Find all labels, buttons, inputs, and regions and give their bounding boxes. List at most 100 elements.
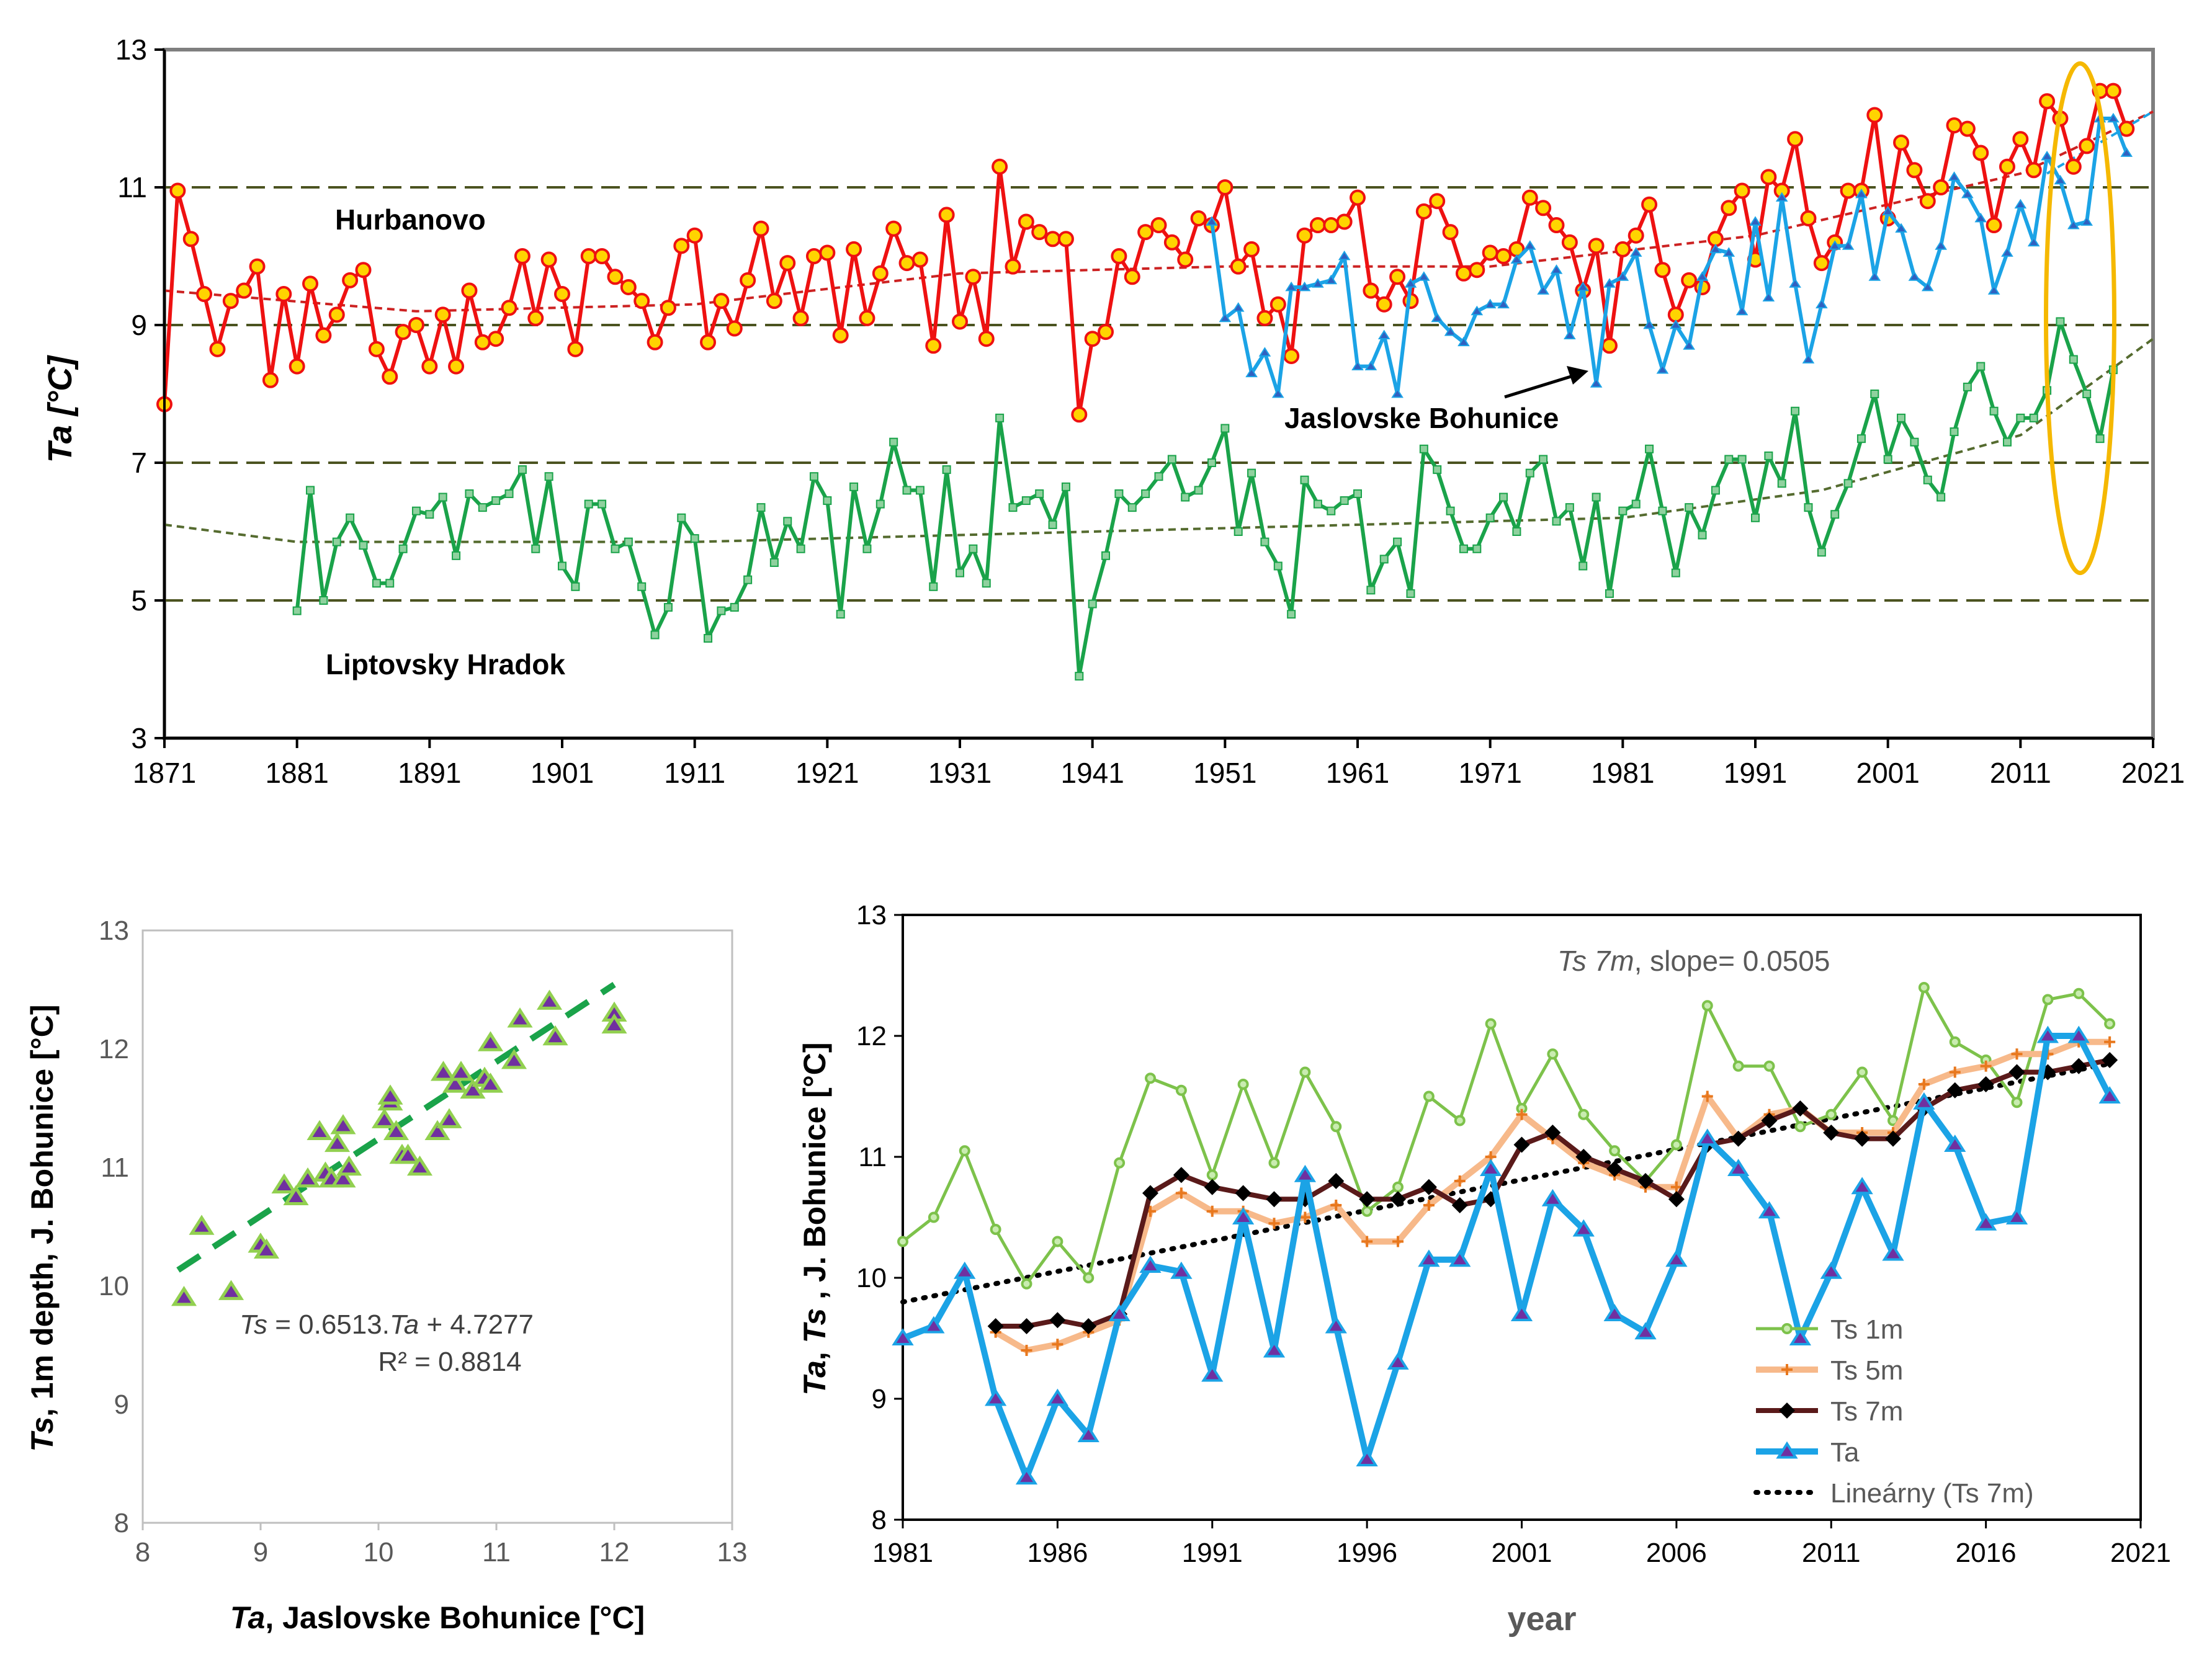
slope-rest: , slope= 0.0505 [1634, 945, 1830, 977]
ts-1m-point [1299, 1066, 1311, 1078]
hurbanovo-point [474, 334, 491, 350]
ts-5m-point [1670, 1181, 1682, 1193]
scatter-point [448, 1061, 474, 1081]
hurbanovo-point [1429, 193, 1446, 210]
jaslovske-bohunice-point [1735, 305, 1749, 316]
jaslovske-bohunice-point [1510, 254, 1523, 264]
top-x-tick-label: 1961 [1326, 757, 1389, 789]
hurbanovo-point [1190, 210, 1207, 226]
hurbanovo-point [1018, 213, 1034, 230]
jaslovske-bohunice-point [1643, 319, 1655, 329]
scatter-point [442, 1072, 468, 1093]
ts-1m-point [1670, 1139, 1682, 1151]
highlight-ellipse [2043, 61, 2116, 576]
liptovsky-hradok-point [875, 499, 885, 509]
scatter-plot-area [141, 929, 733, 1524]
liptovsky-hradok-point [319, 596, 328, 605]
hurbanovo-point [1296, 227, 1313, 244]
scatter-point [424, 1120, 450, 1140]
liptovsky-hradok-point [663, 603, 673, 612]
liptovsky-hradok-point [1035, 489, 1044, 498]
scatter-x-tick-label: 11 [482, 1537, 511, 1567]
liptovsky-hradok-point [1247, 468, 1256, 478]
hurbanovo-point [673, 238, 690, 254]
ts-5m-point [1268, 1218, 1280, 1229]
liptovsky-hradok-point [956, 568, 964, 577]
ts-1m-point [2073, 988, 2085, 999]
top-x-tick-label: 2001 [1856, 757, 1919, 789]
liptovsky-hradok-point [1207, 458, 1216, 467]
hurbanovo-point [1111, 248, 1127, 264]
hurbanovo-point [1071, 406, 1088, 423]
liptovsky-hradok-point [1724, 455, 1734, 464]
hurbanovo-point [1482, 244, 1498, 261]
hurbanovo-point [315, 327, 332, 344]
ts-7m-point [1390, 1191, 1406, 1208]
hurbanovo-point [1230, 258, 1247, 275]
scatter-point [371, 1108, 398, 1128]
top-x-tick-label: 2011 [1990, 757, 2051, 789]
legend-label: Lineárny (Ts 7m) [1830, 1478, 2034, 1509]
hurbanovo-point [1269, 296, 1286, 313]
liptovsky-hradok-point [902, 486, 911, 495]
ts-1m-point [2104, 1018, 2116, 1030]
eq-mid: = 0.6513. [267, 1309, 390, 1340]
liptovsky-hradok-point [558, 561, 566, 571]
hurbanovo-point [753, 220, 769, 237]
ts-x-tick-label: 2021 [2110, 1538, 2171, 1568]
hurbanovo-point [859, 310, 875, 326]
ts-1m-point [1206, 1169, 1218, 1181]
hurbanovo-point [1561, 234, 1578, 251]
jaslovske-bohunice-point [1881, 205, 1894, 216]
jaslovske-bohunice-point [1232, 302, 1245, 312]
liptovsky-hradok-point [2069, 355, 2078, 364]
slope-italic: Ts 7m [1557, 945, 1634, 977]
liptovsky-hradok-point [743, 575, 753, 584]
hurbanovo-point [1323, 217, 1340, 234]
jaslovske-bohunice-point [1656, 364, 1669, 374]
hurbanovo-point [169, 182, 186, 199]
scatter-point [536, 989, 563, 1010]
liptovsky-hradok-point [1088, 599, 1097, 609]
jaslovske-bohunice-point [1471, 305, 1484, 316]
ta-series [892, 1025, 2121, 1485]
hurbanovo-point [766, 293, 782, 310]
hurbanovo-point [1163, 234, 1180, 251]
hurbanovo-point [1005, 258, 1021, 275]
ts-5m-point [2011, 1048, 2023, 1060]
jaslovske-bohunice-point [1537, 285, 1549, 295]
hurbanovo-point [488, 331, 504, 347]
ts-x-axis-label: year [1507, 1600, 1576, 1638]
scatter-y-tick-label: 11 [101, 1153, 129, 1183]
ts-1m-point [1701, 1000, 1713, 1012]
jaslovske-label: Jaslovske Bohunice [1284, 402, 1559, 434]
liptovsky-hradok-point [769, 558, 779, 567]
ts-7m-point [1328, 1173, 1345, 1189]
ts-x-tick-label: 1986 [1027, 1538, 1088, 1568]
top-axes: 1871 1881 1891 1901 1911 1921 1931 1941 1951 1961… [115, 33, 2185, 789]
ts-y-label-ta: Ta [797, 1360, 832, 1396]
top-x-tick-label: 1991 [1724, 757, 1787, 789]
hurbanovo-point [1243, 241, 1260, 257]
liptovsky-hradok-point [1605, 589, 1614, 598]
scatter-point [430, 1061, 457, 1081]
liptovsky-hradok-point [942, 465, 951, 475]
liptovsky-hradok-point [1075, 672, 1084, 681]
hurbanovo-point [1933, 179, 1950, 195]
ts-y-axis-label: Ta, Ts , J. Bohunice [°C] [797, 1042, 832, 1395]
ts-y-label-mid: , [797, 1343, 832, 1360]
liptovsky-hradok-point [1127, 503, 1137, 512]
jaslovske-bohunice-point [1458, 336, 1470, 347]
ts-5m-point [1423, 1200, 1435, 1211]
jaslovske-bohunice-point [1908, 271, 1921, 281]
scatter-point [395, 1143, 421, 1164]
top-reference-lines [164, 186, 2153, 602]
ts-x-tick-label: 1991 [1182, 1538, 1243, 1568]
liptovsky-hradok-point [1313, 499, 1322, 509]
hurbanovo-point [898, 255, 915, 272]
ts-1m-point [1114, 1157, 1126, 1169]
ta-point [1387, 1352, 1409, 1370]
hurbanovo-point [1972, 145, 1989, 161]
scatter-point [330, 1167, 356, 1188]
hurbanovo-point [1999, 158, 2015, 175]
